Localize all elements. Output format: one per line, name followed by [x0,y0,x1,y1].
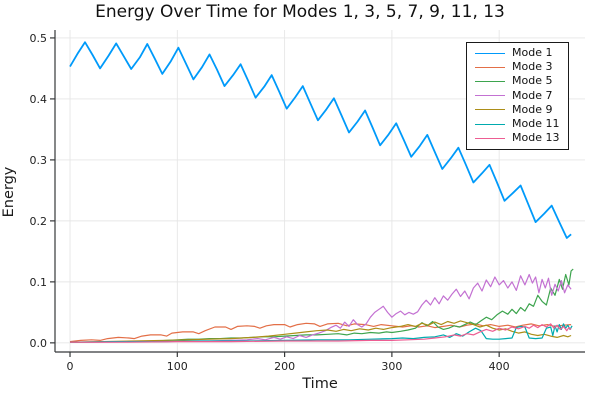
legend-label: Mode 13 [512,131,560,145]
chart-title: Energy Over Time for Modes 1, 3, 5, 7, 9… [95,2,505,22]
legend-label: Mode 3 [512,60,553,74]
y-tick-label: 0.1 [30,276,48,289]
y-tick-label: 0.5 [30,32,48,45]
legend-entry-mode-7: Mode 7 [475,89,559,103]
series-line-mode-11 [69,323,573,343]
x-tick-label: 300 [381,360,402,373]
legend-label: Mode 1 [512,46,553,60]
legend-line-icon [475,123,505,125]
y-tick-label: 0.4 [30,93,48,106]
legend-label: Mode 9 [512,102,553,116]
legend-label: Mode 11 [512,117,560,131]
legend-entry-mode-1: Mode 1 [475,46,559,60]
series-line-mode-5 [70,268,574,343]
legend-entry-mode-11: Mode 11 [475,117,559,131]
x-tick-label: 0 [67,360,74,373]
legend-entry-mode-3: Mode 3 [475,60,559,74]
x-tick-label: 100 [167,360,188,373]
series-line-mode-3 [69,322,572,343]
legend-label: Mode 5 [512,74,553,88]
legend-line-icon [475,109,505,111]
legend-line-icon [475,66,505,68]
y-tick-label: 0.3 [30,154,48,167]
legend-entry-mode-5: Mode 5 [475,74,559,88]
x-axis-label: Time [302,376,338,392]
x-tick-label: 400 [489,360,510,373]
legend-line-icon [475,52,505,54]
series-line-mode-13 [70,323,572,343]
legend: Mode 1 Mode 3 Mode 5 Mode 7 Mode 9 Mode 11 Mod… [466,42,570,151]
legend-entry-mode-13: Mode 13 [475,131,559,145]
legend-line-icon [475,137,505,139]
series-line-mode-7 [70,273,572,343]
series-line-mode-1 [69,41,572,239]
series-line-mode-9 [69,320,572,343]
x-tick-label: 200 [274,360,295,373]
y-tick-label: 0.2 [30,215,48,228]
y-tick-label: 0.0 [30,337,48,350]
legend-label: Mode 7 [512,88,553,102]
legend-line-icon [475,95,505,97]
legend-line-icon [475,80,505,82]
legend-entry-mode-9: Mode 9 [475,103,559,117]
